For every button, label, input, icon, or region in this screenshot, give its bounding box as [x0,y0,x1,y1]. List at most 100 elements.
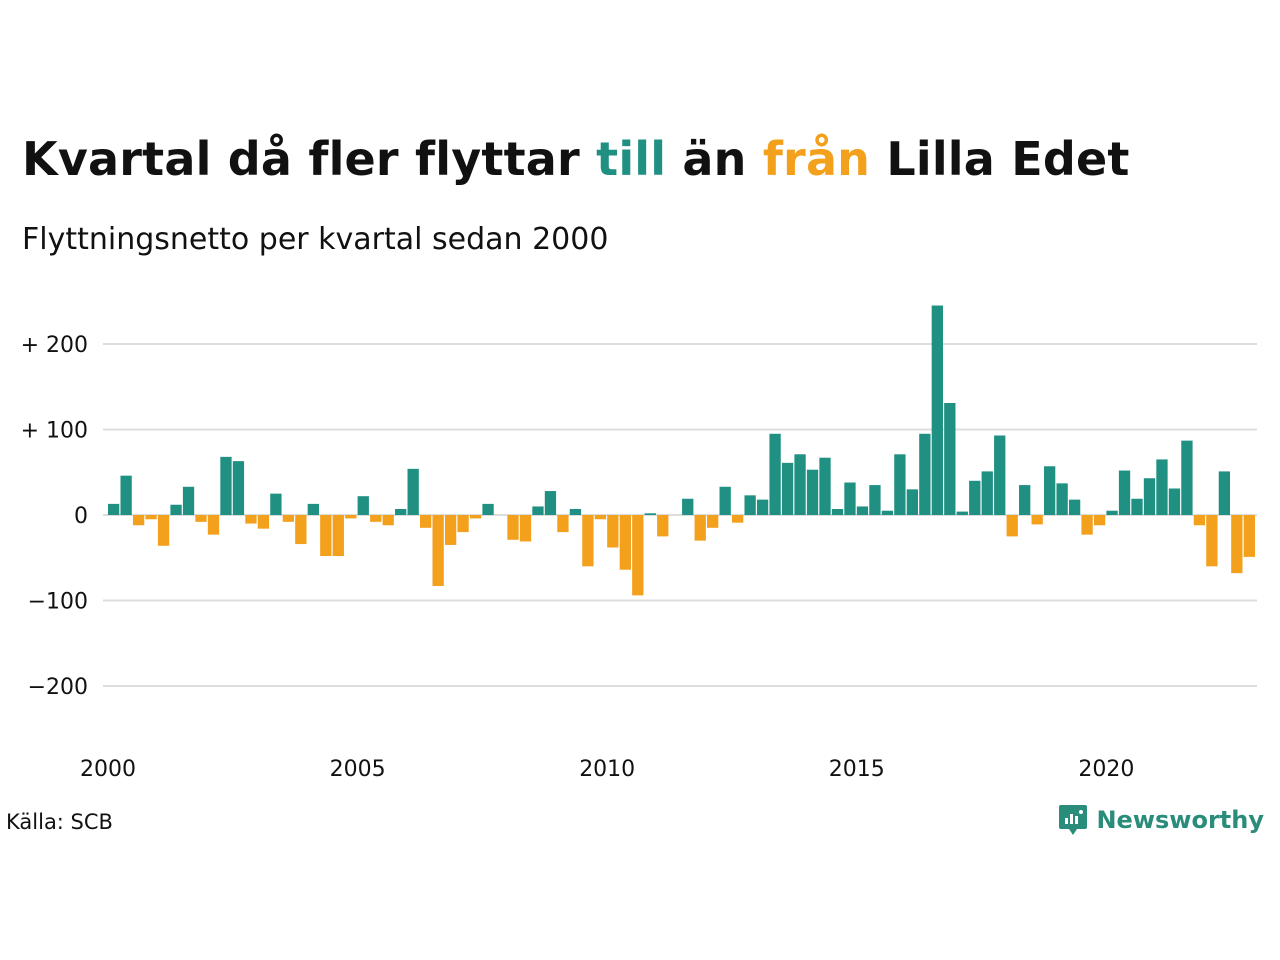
bar [582,515,594,567]
chart-bubble-icon [1059,805,1088,835]
bar [781,462,794,515]
bar [207,515,220,535]
bar [657,515,669,537]
bar [395,509,407,515]
bar [295,515,307,545]
x-tick-label: 2015 [829,757,885,782]
bar [482,503,494,515]
bar [994,435,1006,516]
bar [457,515,469,533]
bar [769,433,781,515]
bar [1019,485,1031,515]
bar [257,515,270,529]
bar [245,515,257,524]
y-tick-label: + 100 [21,419,88,444]
bar [382,515,394,526]
bar [345,515,357,519]
bar [881,510,894,515]
bar [282,515,295,522]
bar [1081,515,1093,535]
bar [594,515,607,520]
bar [644,513,656,515]
brand-logo: Newsworthy [1058,803,1264,837]
x-axis-ticks: 2000 2005 2010 2015 2020 [80,757,1134,782]
bar [220,456,232,515]
bar [544,491,557,515]
bar [1218,471,1231,515]
brand-name: Newsworthy [1096,806,1264,834]
bar [806,469,819,515]
bar [794,454,806,515]
bar [707,515,719,528]
bar [157,515,170,546]
bar [320,515,332,557]
bar [182,486,195,515]
bar [1156,459,1168,515]
bar [1193,515,1206,526]
bar [619,515,631,570]
bar [1181,440,1193,516]
bar [1031,515,1043,525]
bar [844,482,856,515]
bar [270,493,282,516]
bar [969,480,981,515]
bar [1093,515,1106,526]
bar [831,509,844,515]
y-tick-label: −200 [28,675,88,700]
y-tick-label: 0 [74,504,88,529]
bar [756,499,769,515]
bar [1044,466,1056,515]
bar [931,305,943,515]
y-tick-label: −100 [28,590,88,615]
bar [981,471,993,515]
bar [120,475,132,515]
title-highlight-till: till [596,132,667,186]
bar [432,515,444,586]
title-part-5: Lilla Edet [870,132,1130,186]
bar [719,486,731,515]
bar [944,403,956,515]
bar [444,515,457,545]
bar [694,515,706,541]
title-highlight-fran: från [762,132,871,186]
bar [607,515,619,548]
bar [170,504,182,515]
bar [507,515,519,540]
bar [1006,515,1018,537]
bar [1143,478,1156,516]
y-axis-ticks: + 200 + 100 0 −100 −200 [21,333,88,700]
bar [307,503,319,515]
bar [132,515,145,526]
bar [469,515,482,519]
bar [732,515,744,523]
title-part-3: än [666,132,763,186]
bar [370,515,382,522]
chart-subtitle: Flyttningsnetto per kvartal sedan 2000 [22,222,609,257]
bar [869,485,881,515]
bar [856,506,869,515]
bar [632,515,644,596]
bar [557,515,569,533]
x-tick-label: 2010 [579,757,635,782]
bar [1168,488,1181,515]
bar [956,511,968,515]
bar [919,433,931,515]
bar [682,498,694,515]
bar [532,506,544,515]
bar [519,515,532,542]
bar [1243,515,1255,557]
source-note: Källa: SCB [6,810,113,834]
bar [569,509,582,515]
x-tick-label: 2005 [330,757,386,782]
y-tick-label: + 200 [21,333,88,358]
x-tick-label: 2020 [1078,757,1134,782]
bar [1131,498,1143,515]
bar [407,468,419,515]
x-tick-label: 2000 [80,757,136,782]
bar [1068,499,1081,515]
bar [1118,470,1131,515]
bar [906,489,919,515]
bar [1231,515,1243,574]
bar [744,495,756,515]
bar-chart: + 200 + 100 0 −100 −200 2000 2005 2010 2015 2020 [21,305,1257,782]
